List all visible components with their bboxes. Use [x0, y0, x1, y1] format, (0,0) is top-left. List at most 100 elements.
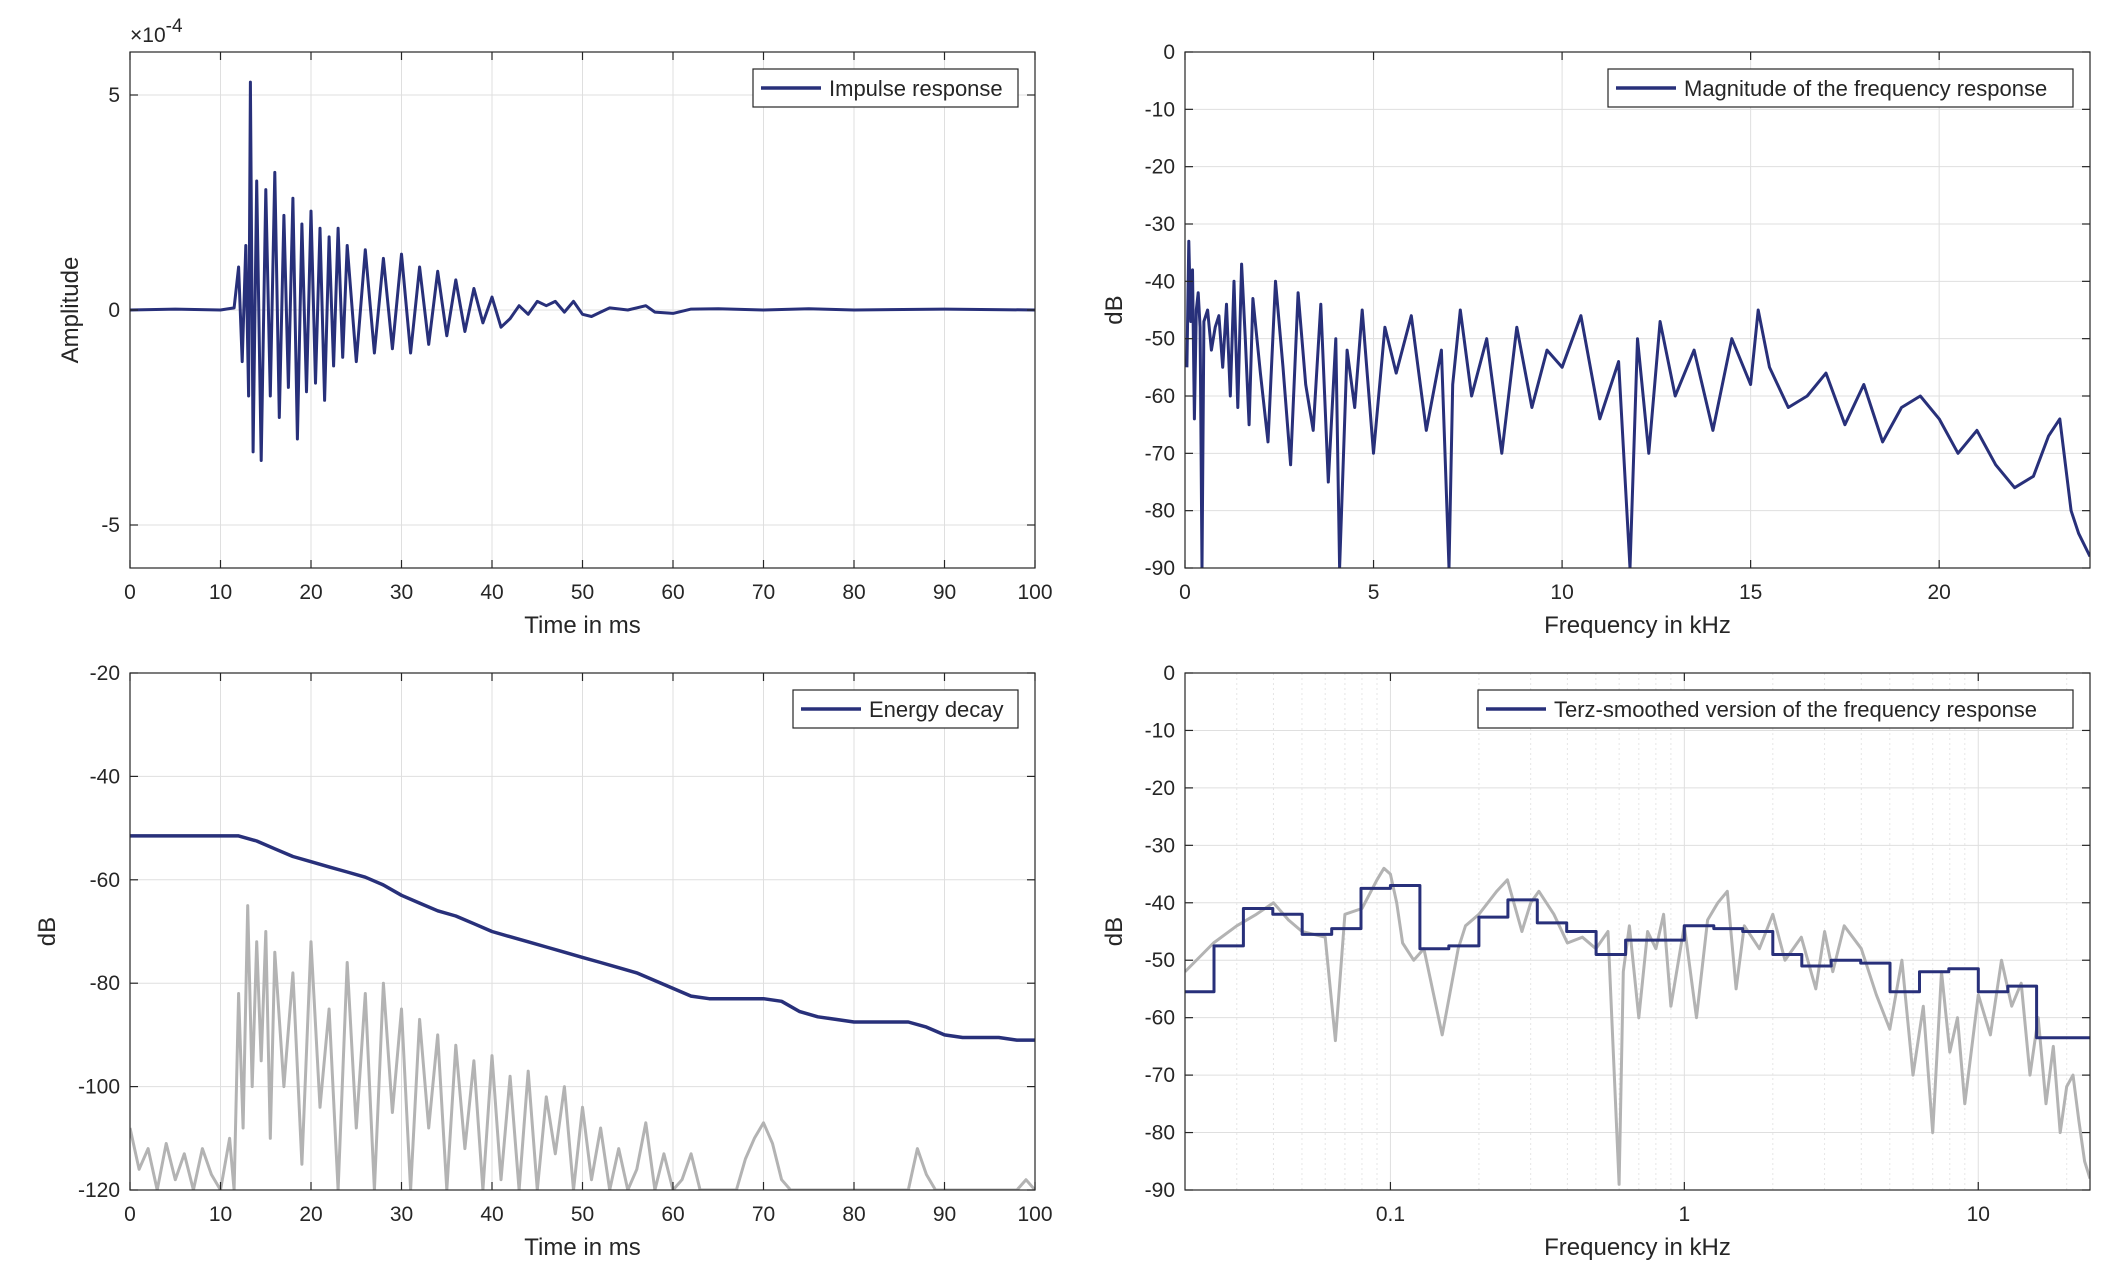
x-tick-label: 15 [1739, 581, 1762, 604]
x-tick-label: 20 [299, 1203, 322, 1226]
exponent-base: ×10 [130, 24, 166, 47]
y-axis-label: dB [1101, 917, 1128, 946]
x-ticks: 0 10 20 30 40 50 60 70 80 90 100 [124, 673, 1053, 1226]
x-tick-label: 40 [480, 1203, 503, 1226]
major-grid [1184, 51, 2090, 569]
axes-box [1184, 672, 2091, 1191]
x-tick-label: 90 [933, 1203, 956, 1226]
y-ticks: 5 0 -5 [101, 84, 1035, 537]
x-ticks: 0 5 10 15 20 [1179, 52, 1951, 604]
y-tick-label: -80 [1145, 1122, 1175, 1145]
y-tick-label: 0 [108, 299, 120, 322]
y-tick-label: -60 [1145, 385, 1175, 408]
y-tick-label: -20 [1145, 777, 1175, 800]
x-tick-label: 100 [1017, 581, 1052, 604]
y-tick-label: -70 [1145, 442, 1175, 465]
y-axis-label: dB [1101, 295, 1128, 324]
y-tick-label: -60 [90, 869, 120, 892]
x-axis-label: Time in ms [524, 612, 640, 639]
x-ticks: 0.1 1 10 [1376, 673, 1990, 1226]
x-axis-label: Frequency in kHz [1544, 1234, 1731, 1261]
x-tick-label: 0 [124, 1203, 136, 1226]
legend-label: Energy decay [869, 697, 1004, 722]
legend[interactable]: Magnitude of the frequency response [1607, 68, 2074, 108]
y-tick-label: -60 [1145, 1007, 1175, 1030]
y-tick-label: 0 [1163, 41, 1175, 64]
x-tick-label: 10 [1967, 1203, 1990, 1226]
y-ticks: -20 -40 -60 -80 -100 -120 [78, 662, 1035, 1202]
x-tick-label: 80 [842, 581, 865, 604]
y-tick-label: -80 [90, 972, 120, 995]
y-tick-label: -40 [90, 765, 120, 788]
terz-series-primary-line [1185, 884, 2090, 1040]
x-tick-label: 20 [1927, 581, 1950, 604]
energy-chart: 0 10 20 30 40 50 60 70 80 90 100 -20 -40 -60 -80 -100 -1… [34, 662, 1053, 1261]
x-tick-label: 70 [752, 581, 775, 604]
x-tick-label: 30 [390, 1203, 413, 1226]
y-tick-label: -90 [1145, 557, 1175, 580]
terz-chart: 0.1 1 10 0 -10 -20 -30 -40 -50 -60 -70 -80 -90 Freque… [1101, 662, 2091, 1261]
axis-exponent-label: ×10-4 [130, 16, 183, 47]
y-tick-label: -70 [1145, 1064, 1175, 1087]
y-ticks: 0 -10 -20 -30 -40 -50 -60 -70 -80 -90 [1145, 662, 2090, 1202]
legend-box [1477, 689, 2074, 729]
x-tick-label: 60 [661, 581, 684, 604]
x-tick-label: 0 [1179, 581, 1191, 604]
x-tick-label: 10 [209, 581, 232, 604]
y-tick-label: -10 [1145, 719, 1175, 742]
magnitude-series-primary-line [1185, 239, 2090, 568]
x-tick-label: 10 [209, 1203, 232, 1226]
y-tick-label: -90 [1145, 1179, 1175, 1202]
plot-area [1185, 673, 2090, 1190]
y-ticks: 0 -10 -20 -30 -40 -50 -60 -70 -80 -90 [1145, 41, 2090, 580]
y-tick-label: -100 [78, 1076, 120, 1099]
y-tick-label: -50 [1145, 949, 1175, 972]
y-axis-label: dB [34, 917, 61, 946]
energy-series-secondary-line [130, 904, 1035, 1190]
energy-series-primary-line [130, 834, 1035, 1042]
x-tick-label: 1 [1678, 1203, 1690, 1226]
y-tick-label: -10 [1145, 98, 1175, 121]
x-tick-label: 100 [1017, 1203, 1052, 1226]
legend-label: Impulse response [829, 76, 1003, 101]
legend-label: Terz-smoothed version of the frequency r… [1554, 697, 2037, 722]
y-tick-label: -50 [1145, 328, 1175, 351]
y-axis-label: Amplitude [57, 257, 84, 364]
x-axis-label: Time in ms [524, 1234, 640, 1261]
y-tick-label: -80 [1145, 500, 1175, 523]
y-tick-label: 0 [1163, 662, 1175, 685]
legend-box [1607, 68, 2074, 108]
impulse-series-primary-line [130, 80, 1035, 462]
x-tick-label: 90 [933, 581, 956, 604]
x-tick-label: 30 [390, 581, 413, 604]
magnitude-chart: 0 5 10 15 20 0 -10 -20 -30 -40 -50 -60 -70 -80 -90 Freq… [1101, 41, 2091, 639]
x-tick-label: 0 [124, 581, 136, 604]
y-tick-label: -20 [90, 662, 120, 685]
x-tick-label: 5 [1368, 581, 1380, 604]
legend[interactable]: Impulse response [752, 68, 1019, 108]
y-tick-label: -120 [78, 1179, 120, 1202]
y-tick-label: -30 [1145, 834, 1175, 857]
x-tick-label: 50 [571, 581, 594, 604]
x-tick-label: 60 [661, 1203, 684, 1226]
x-tick-label: 40 [480, 581, 503, 604]
y-tick-label: -20 [1145, 156, 1175, 179]
y-tick-label: 5 [108, 84, 120, 107]
y-tick-label: -5 [101, 514, 120, 537]
axes-box [1184, 51, 2091, 569]
legend[interactable]: Terz-smoothed version of the frequency r… [1477, 689, 2074, 729]
x-axis-label: Frequency in kHz [1544, 612, 1731, 639]
x-tick-label: 10 [1550, 581, 1573, 604]
x-tick-label: 70 [752, 1203, 775, 1226]
y-tick-label: -40 [1145, 892, 1175, 915]
x-tick-label: 80 [842, 1203, 865, 1226]
y-tick-label: -40 [1145, 270, 1175, 293]
legend-label: Magnitude of the frequency response [1684, 76, 2047, 101]
x-tick-label: 20 [299, 581, 322, 604]
exponent-power: -4 [166, 16, 183, 37]
y-tick-label: -30 [1145, 213, 1175, 236]
x-ticks: 0 10 20 30 40 50 60 70 80 90 100 [124, 52, 1053, 604]
legend[interactable]: Energy decay [792, 689, 1019, 729]
